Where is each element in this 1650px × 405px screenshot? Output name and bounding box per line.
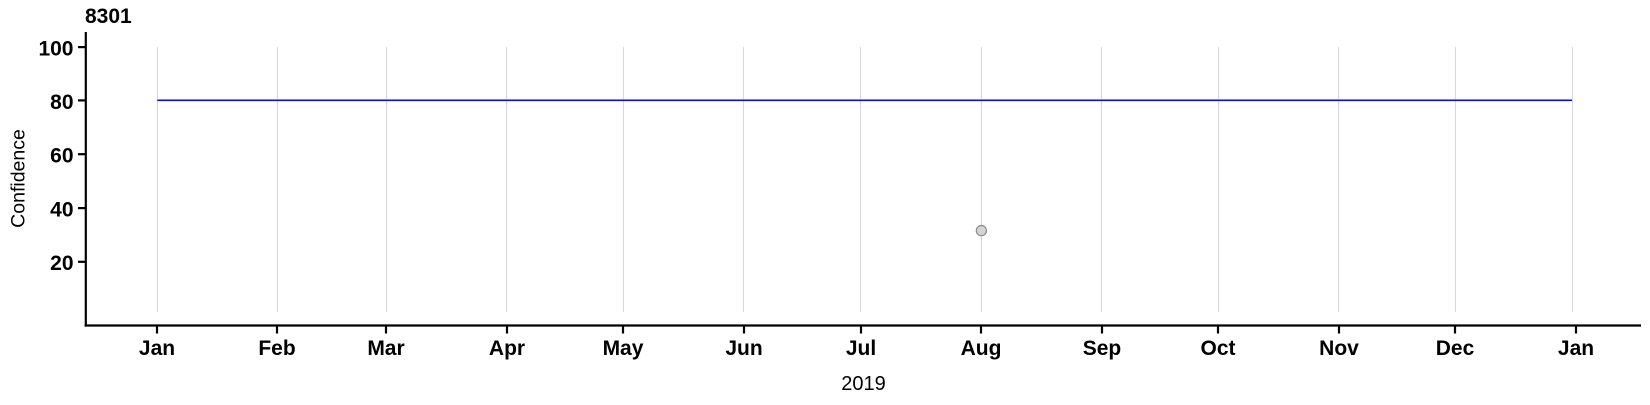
svg-text:40: 40 [50,199,73,222]
svg-text:Nov: Nov [1319,337,1359,360]
svg-text:Mar: Mar [367,337,404,360]
svg-text:Aug: Aug [961,337,1002,360]
svg-text:Apr: Apr [489,337,525,360]
svg-text:Oct: Oct [1200,337,1235,360]
svg-text:Sep: Sep [1083,337,1122,360]
svg-text:20: 20 [50,252,73,275]
svg-text:8301: 8301 [85,5,132,28]
svg-text:Dec: Dec [1436,337,1475,360]
svg-text:Jan: Jan [139,337,175,360]
svg-text:Jan: Jan [1558,337,1594,360]
svg-text:100: 100 [38,38,73,61]
svg-text:60: 60 [50,145,73,168]
svg-text:Jun: Jun [725,337,762,360]
svg-text:2019: 2019 [841,373,886,395]
svg-text:Confidence: Confidence [8,129,30,228]
svg-text:Feb: Feb [258,337,295,360]
svg-text:May: May [603,337,644,360]
svg-text:80: 80 [50,91,73,114]
svg-text:Jul: Jul [846,337,876,360]
